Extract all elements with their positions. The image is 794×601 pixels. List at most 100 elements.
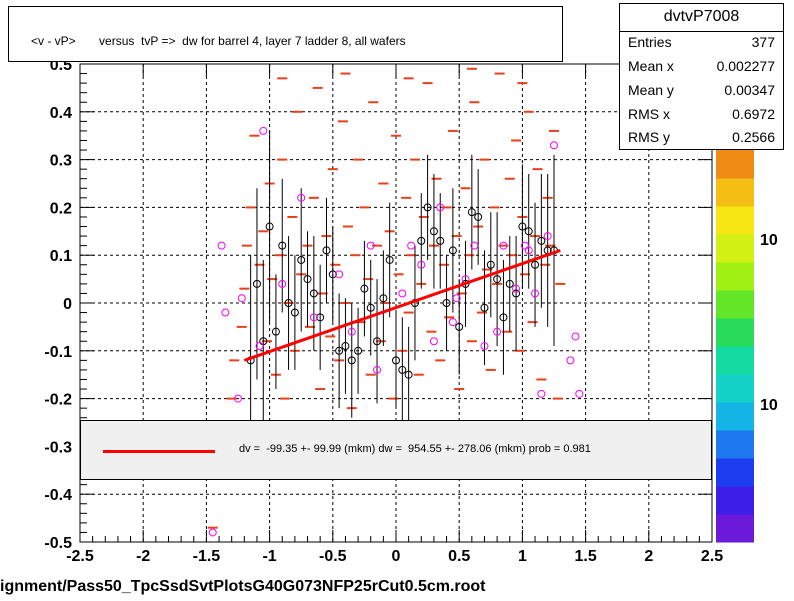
stats-entries-value: 377 <box>751 34 775 50</box>
hist-cell <box>325 335 336 338</box>
profile-point-alt <box>278 279 287 288</box>
hist-cell <box>342 225 353 228</box>
hist-cell <box>439 263 450 266</box>
hist-cell <box>409 158 420 161</box>
hist-cell <box>454 388 465 391</box>
profile-point-alt <box>366 241 375 250</box>
profile-point-alt <box>217 241 226 250</box>
profile-point <box>341 342 350 351</box>
stats-entries-label: Entries <box>628 34 672 50</box>
hist-cell <box>422 82 433 85</box>
profile-point-alt <box>373 365 382 374</box>
hist-cell <box>388 397 399 400</box>
profile-point <box>455 322 464 331</box>
profile-point-alt <box>543 232 552 241</box>
profile-point-alt <box>566 356 575 365</box>
profile-points <box>208 126 584 537</box>
stats-row-rmsy: RMS y 0.2566 <box>628 129 775 149</box>
palette-label: 10 <box>760 397 778 414</box>
hist-cell <box>466 67 477 70</box>
profile-point <box>404 370 413 379</box>
fit-legend-line <box>103 450 215 453</box>
color-palette: 10 10 <box>716 150 778 543</box>
profile-point <box>309 289 318 298</box>
profile-point <box>259 337 268 346</box>
hist-cell <box>406 254 417 257</box>
profile-point <box>284 299 293 307</box>
x-tick-label: 0 <box>392 548 401 565</box>
axes: -2.5 -2 -1.5 -1 -0.5 0 0.5 1 1.5 2 2.5 -0.5 -0.4 -0.3… <box>44 57 723 565</box>
fit-line-group <box>243 249 561 362</box>
stats-row-entries: Entries 377 <box>628 34 775 54</box>
y-tick-label: -0.1 <box>44 344 72 361</box>
hist-cell <box>444 316 455 319</box>
hist-cell <box>549 129 559 132</box>
y-tick-label: 0.3 <box>50 153 72 170</box>
y-tick-label: -0.2 <box>44 392 72 409</box>
profile-point <box>385 255 394 264</box>
profile-point-alt <box>537 389 546 398</box>
profile-point <box>417 236 426 245</box>
x-tick-label: -0.5 <box>319 548 347 565</box>
hist-cell <box>274 254 285 257</box>
profile-point-alt <box>520 241 529 250</box>
profile-point <box>537 236 546 245</box>
hist-cell <box>207 526 218 529</box>
hist-cell <box>330 263 341 266</box>
hist-cell <box>317 292 328 295</box>
hist-cell <box>403 77 414 80</box>
hist-cell <box>327 168 338 171</box>
profile-point-alt <box>259 126 268 135</box>
hist-cell <box>403 311 414 314</box>
profile-point-alt <box>524 246 533 255</box>
profile-point-alt <box>436 203 445 212</box>
hist-cell <box>514 349 525 352</box>
hist-cell <box>523 110 534 113</box>
hist-cell <box>239 287 250 290</box>
file-path-footer: ignment/Pass50_TpcSsdSvtPlotsG40G073NFP2… <box>0 578 486 595</box>
hist-cell <box>540 263 551 266</box>
hist-cell <box>287 215 298 218</box>
y-tick-label: 0.4 <box>50 105 72 122</box>
x-tick-label: -2 <box>136 548 150 565</box>
x-tick-label: 2 <box>644 548 653 565</box>
profile-point-alt <box>493 327 502 336</box>
hist-cell <box>460 187 471 190</box>
hist-cell <box>517 82 528 85</box>
stats-rmsx-value: 0.6972 <box>732 106 775 122</box>
profile-point <box>265 222 274 231</box>
hist-cell <box>498 244 509 247</box>
profile-point <box>303 275 312 284</box>
hist-cell <box>485 368 496 371</box>
profile-point <box>278 241 287 250</box>
profile-point-alt <box>575 389 584 398</box>
stats-name: dvtvP7008 <box>663 8 740 25</box>
hist-cell <box>464 254 475 257</box>
hist-cell <box>469 101 480 104</box>
profile-point <box>297 255 306 264</box>
x-tick-label: -2.5 <box>66 548 94 565</box>
stats-row-meany: Mean y 0.00347 <box>628 82 775 102</box>
stats-meanx-label: Mean x <box>628 58 674 74</box>
x-tick-label: -1 <box>262 548 276 565</box>
profile-point <box>423 203 432 212</box>
hist-cell <box>447 129 458 132</box>
profile-point <box>398 365 407 374</box>
hist-cell <box>249 134 260 137</box>
hist-cell <box>226 397 237 400</box>
palette-band <box>716 178 754 207</box>
profile-point-alt <box>448 318 457 327</box>
x-tick-label: 2.5 <box>701 548 723 565</box>
chart-title: <v - vP> versus tvP => dw for barrel 4, … <box>31 34 406 48</box>
profile-point <box>436 236 445 245</box>
y-tick-label: 0.1 <box>50 248 72 265</box>
profile-point <box>322 246 331 255</box>
palette-band <box>716 430 754 459</box>
palette-band <box>716 318 754 347</box>
hist-cell <box>279 397 290 400</box>
profile-point-alt <box>255 342 264 351</box>
palette-label: 10 <box>760 232 778 249</box>
title-box: <v - vP> versus tvP => dw for barrel 4, … <box>8 6 563 62</box>
profile-point-alt <box>221 308 230 317</box>
